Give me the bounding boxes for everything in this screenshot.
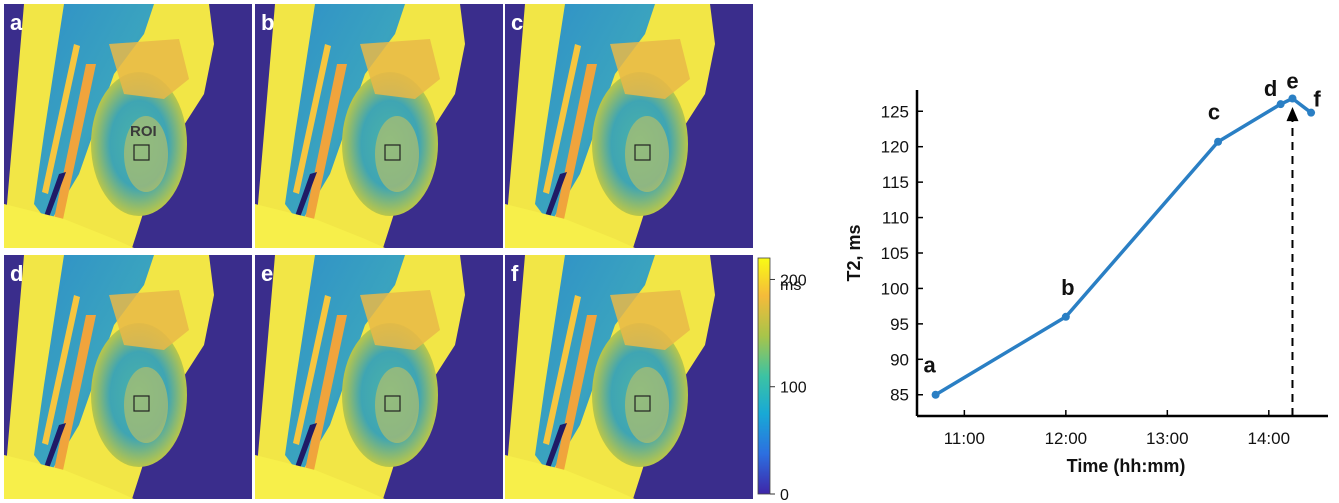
point-label-f: f: [1313, 87, 1321, 112]
marker-arrowhead: [1286, 107, 1299, 122]
data-point-e: [1288, 94, 1297, 103]
mri-panel-c: c: [504, 3, 754, 249]
x-ticks: 11:00 12:00 13:00 14:00: [944, 410, 1290, 448]
panel-letter-e: e: [261, 261, 273, 286]
series-line: [934, 96, 1313, 397]
colorbar-tick-label: 100: [780, 380, 807, 397]
panel-letter-a: a: [10, 10, 23, 35]
y-tick-label: 105: [881, 244, 909, 263]
point-label-c: c: [1208, 100, 1220, 125]
data-point-f: [1307, 108, 1316, 117]
colorbar-ticks: 200 100 0: [770, 272, 807, 503]
data-point-c: [1214, 137, 1223, 146]
colorbar-tick-label: 0: [780, 487, 789, 503]
mri-panel-e: e: [254, 254, 504, 500]
mri-panel-f: f: [504, 254, 754, 500]
marker-line: [1286, 107, 1299, 416]
panel-letter-b: b: [261, 10, 274, 35]
data-point-b: [1061, 312, 1070, 321]
y-tick-label: 90: [890, 350, 909, 369]
x-tick-label: 11:00: [944, 429, 985, 448]
y-ticks: 85 90 95 100 105 110 115 120 125: [881, 102, 923, 405]
colorbar-tick-label: 200: [780, 272, 807, 289]
point-label-e: e: [1286, 69, 1298, 94]
series-t2: a b c d ef: [923, 69, 1321, 399]
t2-chart: 85 90 95 100 105 110 115 120 125 11:00 12:00 13:00…: [844, 69, 1328, 476]
mri-panel-b: b: [254, 3, 504, 249]
colorbar-unit: ms: [780, 277, 801, 294]
data-point-d: [1276, 100, 1285, 109]
colorbar: 200 100 0 ms: [757, 257, 807, 503]
panel-letter-f: f: [511, 261, 519, 286]
roi-label: ROI: [130, 123, 157, 140]
point-label-a: a: [923, 353, 936, 378]
y-tick-label: 110: [882, 209, 909, 228]
x-tick-label: 14:00: [1248, 429, 1291, 448]
y-tick-label: 95: [890, 315, 909, 334]
mri-panel-d: d: [3, 254, 253, 500]
panel-letter-c: c: [511, 10, 523, 35]
point-label-d: d: [1264, 76, 1277, 101]
y-tick-label: 120: [881, 138, 909, 157]
y-axis-label: T2, ms: [844, 224, 864, 281]
x-tick-label: 13:00: [1146, 429, 1189, 448]
colorbar-gradient: [757, 257, 771, 495]
panel-letter-d: d: [10, 261, 23, 286]
y-tick-label: 115: [882, 173, 909, 192]
x-tick-label: 12:00: [1045, 429, 1088, 448]
mri-panel-a: a ROI: [3, 3, 253, 249]
data-point-a: [931, 390, 940, 399]
y-tick-label: 100: [881, 279, 909, 298]
y-tick-label: 125: [881, 102, 909, 121]
y-tick-label: 85: [890, 386, 909, 405]
point-label-b: b: [1061, 275, 1074, 300]
x-axis-label: Time (hh:mm): [1067, 456, 1186, 476]
